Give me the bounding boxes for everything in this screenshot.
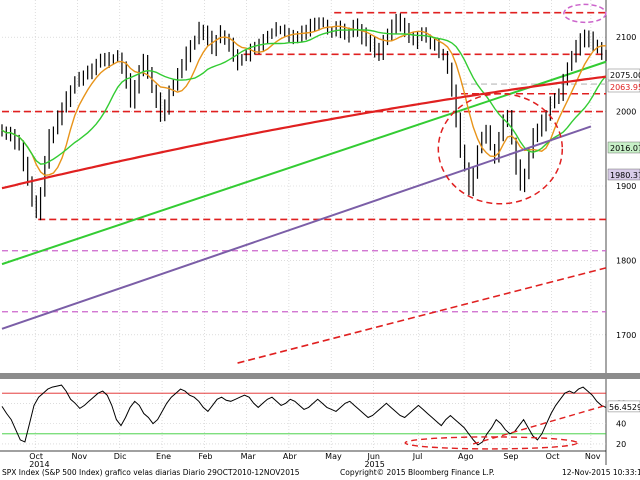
ma50-badge bbox=[607, 141, 640, 154]
x-tick-label-ago: Ago bbox=[458, 452, 474, 461]
x-tick-label-ene: Ene bbox=[156, 452, 171, 461]
long-ma-line bbox=[1, 125, 592, 330]
panel-separator bbox=[0, 373, 640, 379]
price-badge bbox=[607, 68, 640, 81]
x-tick-label-oct: Oct bbox=[546, 452, 560, 461]
x-tick-label-nov: Nov bbox=[72, 452, 88, 461]
recent-high-ellipse bbox=[563, 3, 607, 24]
ma20-line bbox=[1, 25, 606, 177]
x-tick-label-nov: Nov bbox=[585, 452, 601, 461]
y-tick-label-1800: 1800 bbox=[616, 256, 636, 265]
rising-dashed-trendline bbox=[237, 267, 607, 364]
footer-timestamp: 12-Nov-2015 10:33:19 bbox=[562, 468, 640, 477]
y-tick-label-2100: 2100 bbox=[616, 33, 636, 42]
footer-left: SPX Index (S&P 500 Index) grafico velas … bbox=[2, 468, 300, 477]
long-ma-badge-label: 1980.37 bbox=[610, 171, 640, 180]
y-tick-label-1700: 1700 bbox=[616, 331, 636, 340]
correction-ellipse bbox=[437, 93, 564, 205]
oscillator-badge-label: 56.4529 bbox=[609, 403, 640, 412]
osc-rising-trendline bbox=[472, 404, 607, 445]
x-year-label-2014: 2014 bbox=[29, 460, 49, 469]
x-tick-label-abr: Abr bbox=[283, 452, 298, 461]
y-tick-label-1900: 1900 bbox=[616, 182, 636, 191]
oscillator-panel: 20406056.4529 bbox=[1, 381, 640, 450]
x-tick-label-dic: Dic bbox=[114, 452, 127, 461]
x-tick-label-may: May bbox=[325, 452, 342, 461]
ma50-line bbox=[1, 29, 607, 165]
osc-y-tick-label-40: 40 bbox=[616, 420, 626, 429]
x-tick-label-oct: Oct bbox=[29, 452, 43, 461]
x-tick-label-jun: Jun bbox=[366, 452, 380, 461]
support-trendline bbox=[1, 60, 607, 266]
x-year-label-2015: 2015 bbox=[364, 460, 384, 469]
footer-copyright: Copyright© 2015 Bloomberg Finance L.P. bbox=[340, 468, 495, 477]
osc-low-ellipse bbox=[404, 436, 578, 450]
ma200-badge-label: 2063.95 bbox=[610, 83, 640, 92]
x-tick-label-mar: Mar bbox=[241, 452, 257, 461]
x-tick-label-feb: Feb bbox=[198, 452, 212, 461]
price-panel: 1700 1800 1900 2000 2100 2075.00 2063.95 2016.0… bbox=[1, 0, 640, 465]
osc-y-tick-label-20: 20 bbox=[616, 440, 626, 449]
y-tick-label-2000: 2000 bbox=[616, 108, 636, 117]
oscillator-line bbox=[1, 384, 607, 446]
x-tick-label-jul: Jul bbox=[412, 452, 423, 461]
ma200-line bbox=[1, 75, 607, 190]
oscillator-badge bbox=[607, 400, 640, 413]
price-badge-label: 2075.00 bbox=[610, 71, 640, 80]
x-tick-label-sep: Sep bbox=[503, 452, 518, 461]
ma200-badge bbox=[607, 80, 640, 93]
x-axis: Oct Nov Dic Ene Feb Mar Abr May Jun Jul Ago Sep Oct N… bbox=[0, 450, 606, 469]
long-ma-badge bbox=[607, 168, 640, 181]
ma50-badge-label: 2016.07 bbox=[610, 144, 640, 153]
